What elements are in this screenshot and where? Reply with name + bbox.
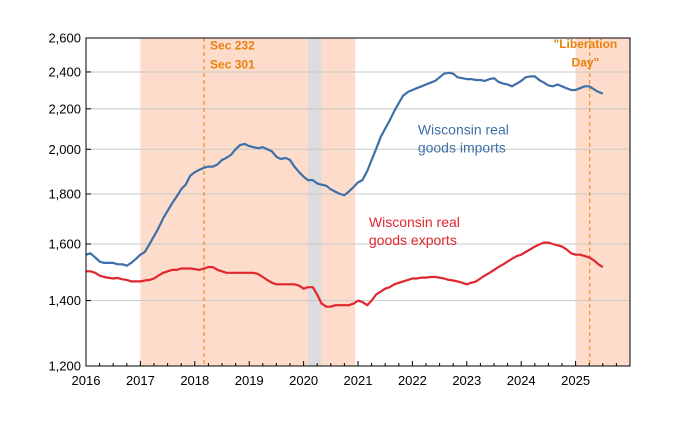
recession-band	[307, 38, 322, 366]
series-label-imports: goods imports	[418, 140, 506, 156]
y-tick-label: 1,800	[48, 186, 81, 201]
series-labels: Wisconsin real goods imports Wisconsin rea…	[369, 122, 509, 248]
x-tick-label: 2024	[507, 373, 536, 388]
x-tick-label: 2018	[180, 373, 209, 388]
series-line-imports	[85, 71, 604, 267]
x-tick-label: 2019	[235, 373, 264, 388]
series-label-exports: goods exports	[369, 232, 457, 248]
annotation-text: Day"	[572, 56, 600, 70]
y-tick-label: 2,400	[48, 64, 81, 79]
x-tick-label: 2020	[289, 373, 318, 388]
series-label-imports: Wisconsin real	[418, 122, 509, 138]
y-tick-label: 1,200	[48, 359, 81, 374]
x-tick-label: 2025	[561, 373, 590, 388]
x-tick-label: 2016	[72, 373, 101, 388]
y-tick-label: 1,600	[48, 236, 81, 251]
y-tick-label: 2,200	[48, 101, 81, 116]
y-tick-label: 1,400	[48, 293, 81, 308]
y-tick-label: 2,600	[48, 31, 81, 46]
y-tick-label: 2,000	[48, 142, 81, 157]
shaded-periods	[140, 38, 630, 366]
annotation-text: "Liberation	[554, 37, 618, 51]
x-tick-label: 2022	[398, 373, 427, 388]
series-label-exports: Wisconsin real	[369, 214, 460, 230]
x-tick-label: 2017	[126, 373, 155, 388]
series-line-exports	[86, 241, 604, 308]
event-lines	[203, 38, 591, 366]
annotation-text: Sec 232	[210, 39, 255, 53]
annotations: Sec 232 Sec 301 "Liberation Day"	[210, 37, 617, 72]
annotation-text: Sec 301	[210, 57, 255, 71]
series-lines	[85, 71, 604, 308]
axis-ticks: 1,200 1,400 1,600 1,800 2,000 2,200 2,400 2,600…	[48, 31, 617, 388]
x-tick-label: 2023	[452, 373, 481, 388]
x-tick-label: 2021	[344, 373, 373, 388]
